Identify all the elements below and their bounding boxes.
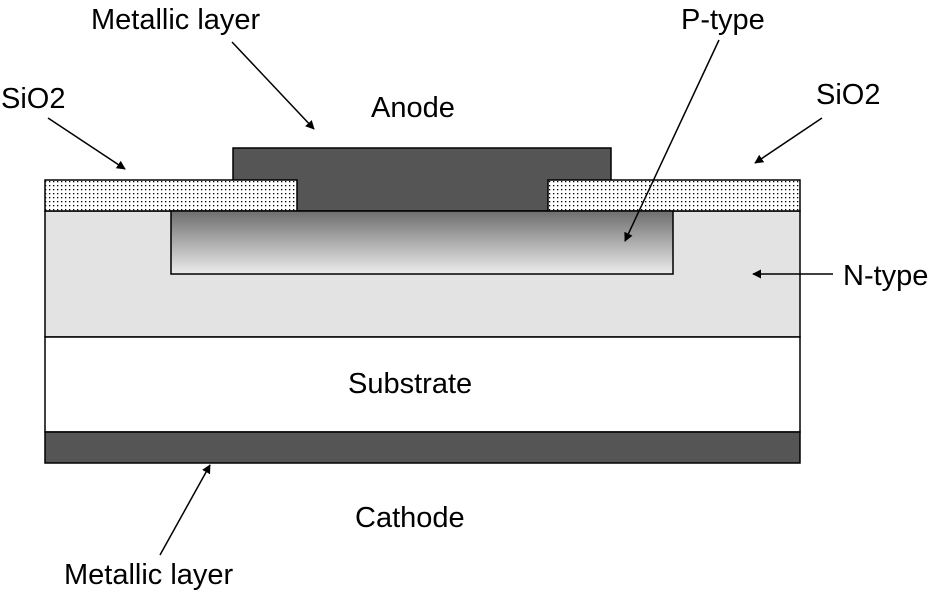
substrate-region	[44, 336, 801, 433]
sio2-right-layer	[547, 179, 801, 212]
label-p-type: P-type	[681, 4, 765, 36]
sio2-left-layer	[44, 179, 298, 212]
arrow-sio2-right	[754, 117, 823, 164]
arrow-metallic-layer-top	[231, 41, 315, 130]
label-cathode: Cathode	[355, 502, 465, 534]
label-n-type: N-type	[843, 260, 928, 292]
label-sio2-left: SiO2	[1, 83, 65, 115]
arrow-metallic-layer-bottom	[159, 464, 211, 556]
label-anode: Anode	[371, 92, 455, 124]
label-metallic-layer-bottom: Metallic layer	[64, 559, 234, 591]
label-substrate: Substrate	[348, 368, 472, 400]
bottom-metallic-layer	[44, 431, 801, 464]
arrow-p-type	[624, 39, 720, 242]
label-metallic-layer-top: Metallic layer	[91, 4, 261, 36]
p-type-region	[170, 210, 674, 275]
label-sio2-right: SiO2	[816, 79, 880, 111]
arrow-sio2-left	[47, 117, 126, 170]
